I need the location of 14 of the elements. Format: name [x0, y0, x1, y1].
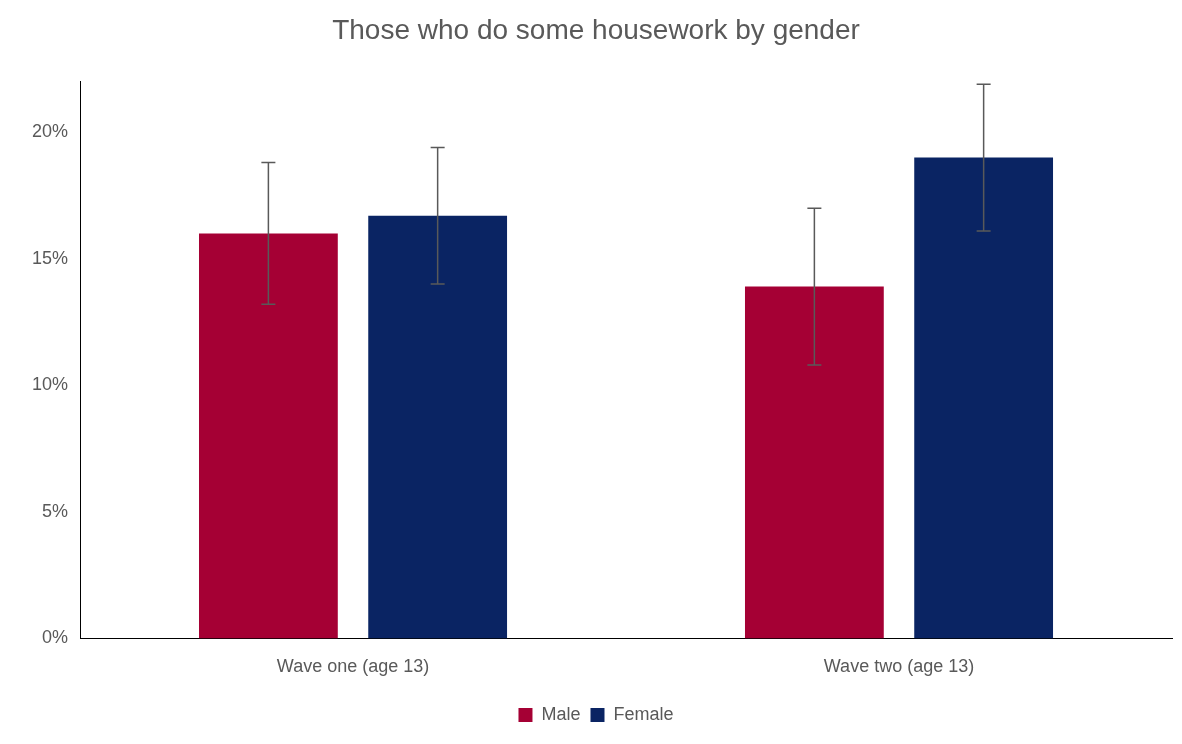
x-tick-label: Wave one (age 13) — [276, 656, 430, 677]
y-tick-label: 20% — [32, 121, 69, 142]
y-tick-label: 5% — [42, 500, 69, 521]
legend-label: Male — [541, 703, 581, 724]
bar — [199, 233, 338, 639]
y-tick-label: 0% — [42, 627, 69, 648]
chart-title: Those who do some housework by gender — [332, 13, 860, 45]
bar — [914, 157, 1054, 639]
bar — [368, 215, 508, 639]
y-tick-label: 10% — [32, 374, 69, 395]
y-tick-label: 15% — [32, 247, 69, 268]
x-tick-label: Wave two (age 13) — [823, 656, 975, 677]
legend-label: Female — [613, 703, 674, 724]
bar — [744, 286, 884, 639]
